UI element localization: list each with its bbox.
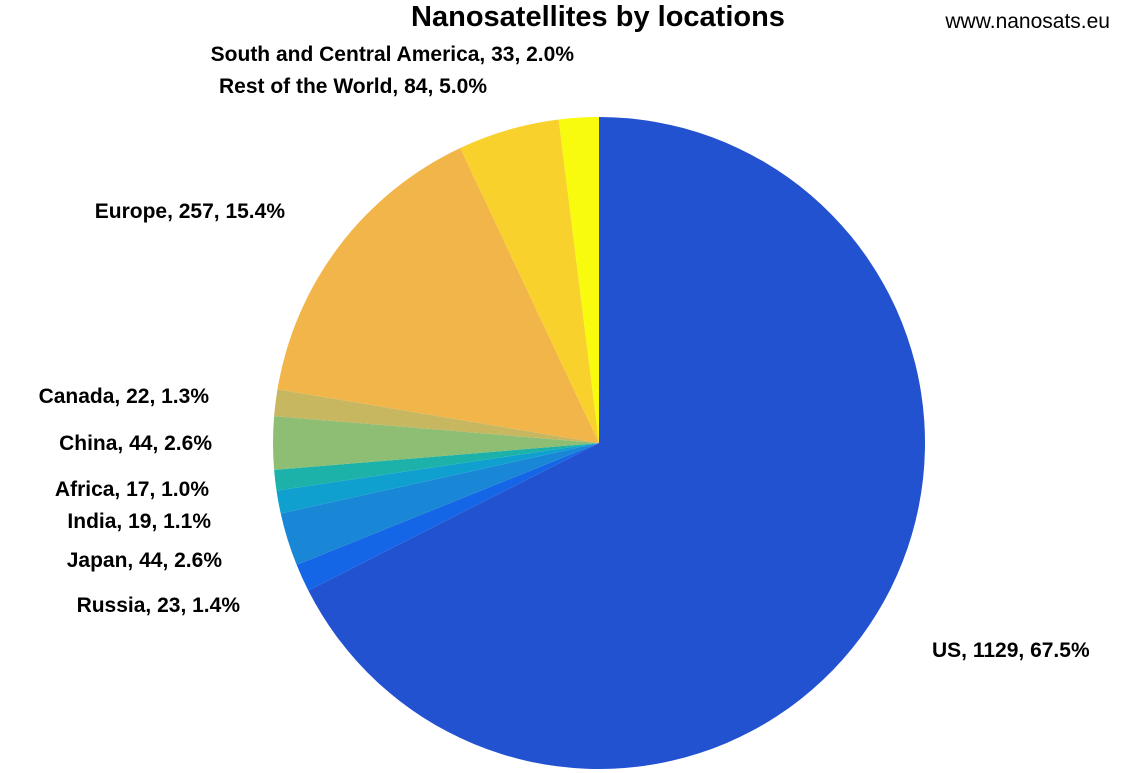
pie-slice-china: [272, 416, 599, 470]
pie-slice-europe: [277, 148, 599, 443]
slice-label-europe: Europe, 257, 15.4%: [95, 200, 286, 223]
slice-label-rest-of-the-world: Rest of the World, 84, 5.0%: [219, 75, 487, 98]
pie-slice-us: [308, 117, 926, 769]
source-credit: www.nanosats.eu: [944, 10, 1110, 33]
slice-label-us: US, 1129, 67.5%: [932, 639, 1090, 662]
pie-slice-africa: [274, 443, 599, 491]
pie-slice-south-and-central-america: [558, 117, 599, 443]
slice-label-china: China, 44, 2.6%: [59, 432, 212, 455]
chart-title: Nanosatellites by locations: [411, 1, 785, 33]
slice-label-south-and-central-america: South and Central America, 33, 2.0%: [211, 43, 575, 66]
pie-slice-japan: [280, 443, 599, 565]
slice-label-japan: Japan, 44, 2.6%: [67, 549, 223, 572]
pie-slice-rest-of-the-world: [460, 119, 599, 443]
pie-slices: [272, 117, 926, 769]
pie-slice-russia: [296, 443, 599, 591]
slice-labels: US, 1129, 67.5% Russia, 23, 1.4% Japan, 44…: [39, 43, 1090, 662]
pie-slice-india: [276, 443, 599, 514]
slice-label-india: India, 19, 1.1%: [67, 510, 211, 533]
slice-label-canada: Canada, 22, 1.3%: [39, 385, 210, 408]
slice-label-russia: Russia, 23, 1.4%: [77, 594, 241, 617]
pie-slice-canada: [274, 389, 599, 443]
slice-label-africa: Africa, 17, 1.0%: [55, 478, 209, 501]
